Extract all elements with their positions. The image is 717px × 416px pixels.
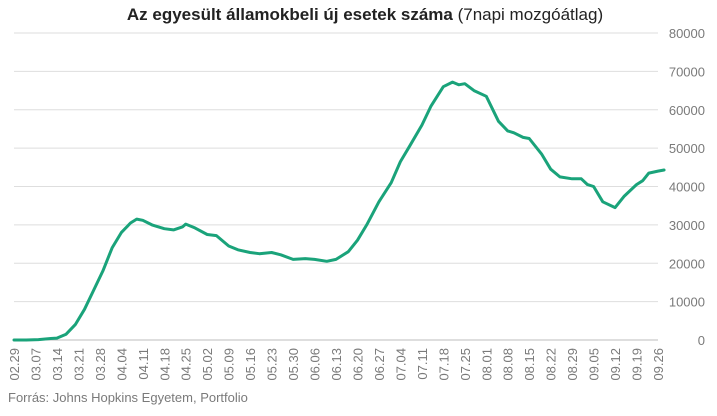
x-tick-label: 03.28 — [93, 348, 108, 381]
x-tick-label: 09.05 — [587, 348, 602, 381]
y-tick-label: 50000 — [669, 141, 705, 156]
x-tick-label: 03.07 — [28, 348, 43, 381]
chart-title-bold: Az egyesült államokbeli új esetek száma — [127, 5, 454, 24]
source-note: Forrás: Johns Hopkins Egyetem, Portfolio — [8, 390, 248, 405]
plot-area — [12, 80, 666, 342]
x-tick-label: 05.02 — [200, 348, 215, 381]
x-tick-label: 09.26 — [651, 348, 666, 381]
y-tick-label: 10000 — [669, 295, 705, 310]
x-tick-label: 03.21 — [71, 348, 86, 381]
x-axis: 02.29 03.07 03.14 03.21 03.28 04.04 04.11 04.18… — [7, 348, 666, 381]
x-tick-label: 08.29 — [565, 348, 580, 381]
x-tick-label: 04.11 — [136, 348, 151, 380]
chart-title: Az egyesült államokbeli új esetek száma … — [127, 5, 603, 24]
x-tick-label: 07.04 — [393, 348, 408, 381]
x-tick-label: 06.06 — [308, 348, 323, 381]
x-tick-label: 08.22 — [544, 348, 559, 381]
series-line — [12, 80, 666, 342]
y-tick-label: 80000 — [669, 26, 705, 41]
x-tick-label: 04.04 — [114, 348, 129, 381]
y-tick-label: 20000 — [669, 256, 705, 271]
y-tick-label: 40000 — [669, 180, 705, 195]
y-tick-label: 30000 — [669, 218, 705, 233]
x-tick-label: 02.29 — [7, 348, 22, 381]
x-tick-label: 06.27 — [372, 348, 387, 381]
x-tick-label: 09.19 — [630, 348, 645, 381]
x-tick-label: 08.08 — [501, 348, 516, 381]
x-tick-label: 03.14 — [50, 348, 65, 381]
y-tick-label: 0 — [698, 333, 705, 348]
x-tick-label: 07.11 — [415, 348, 430, 380]
y-tick-label: 60000 — [669, 103, 705, 118]
x-tick-label: 04.25 — [179, 348, 194, 381]
x-tick-label: 06.20 — [350, 348, 365, 381]
x-tick-label: 08.01 — [479, 348, 494, 381]
y-tick-label: 70000 — [669, 64, 705, 79]
x-tick-label: 06.13 — [329, 348, 344, 381]
x-tick-label: 05.09 — [222, 348, 237, 381]
x-tick-label: 09.12 — [608, 348, 623, 381]
x-tick-label: 07.25 — [458, 348, 473, 381]
x-tick-label: 08.15 — [522, 348, 537, 381]
x-tick-label: 07.18 — [436, 348, 451, 381]
chart-title-subtitle: (7napi mozgóátlag) — [453, 5, 603, 24]
y-axis: 0 10000 20000 30000 40000 50000 60000 70000 8000… — [669, 26, 705, 348]
grid-layer — [14, 32, 658, 341]
x-tick-label: 05.16 — [243, 348, 258, 381]
x-tick-label: 04.18 — [157, 348, 172, 381]
x-tick-label: 05.23 — [265, 348, 280, 381]
x-tick-label: 05.30 — [286, 348, 301, 381]
